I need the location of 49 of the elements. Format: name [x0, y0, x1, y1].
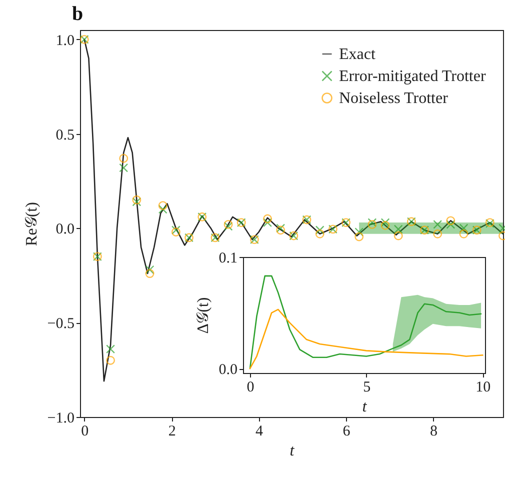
point	[354, 228, 364, 236]
x-tick-label: 2	[168, 424, 176, 440]
point	[459, 224, 468, 233]
point	[380, 218, 390, 228]
legend-label: Error-mitigated Trotter	[339, 68, 486, 85]
point	[446, 216, 456, 226]
point	[145, 265, 154, 274]
y-axis-title: Re𝒢(t)	[23, 202, 40, 246]
legend-label: Exact	[339, 46, 376, 63]
y-tick-label: 1.0	[56, 32, 74, 49]
y-axis-title: Δ𝒢(t)	[194, 297, 212, 334]
y-tick-label: −0.5	[47, 316, 74, 332]
x-tick-label: 10	[476, 380, 491, 396]
point	[158, 201, 168, 210]
point	[158, 204, 168, 214]
x-axis-title: t	[290, 442, 295, 460]
point	[263, 218, 272, 228]
point	[106, 344, 115, 354]
y-tick-label: 0.0	[56, 222, 74, 238]
text: b	[72, 3, 84, 25]
y-tick-label: 0.5	[56, 127, 74, 144]
x-tick-label: 8	[430, 424, 438, 440]
y-tick-label: 0.0	[218, 362, 238, 378]
line-series	[249, 308, 484, 370]
x-tick-label: 0	[246, 380, 254, 396]
x-tick-label: 0	[81, 424, 89, 440]
point	[459, 229, 468, 238]
y-tick-label: −1.0	[47, 410, 74, 426]
point	[394, 231, 403, 240]
point	[315, 229, 324, 238]
point	[145, 269, 154, 278]
y-tick-label: 0.1	[218, 250, 238, 266]
line-series	[249, 275, 482, 370]
point	[106, 356, 115, 365]
point	[394, 224, 403, 234]
x-axis-title: t	[362, 398, 368, 416]
point	[433, 220, 442, 229]
point	[380, 220, 390, 230]
x-tick-label: 5	[363, 380, 371, 396]
point	[263, 214, 272, 224]
point	[446, 220, 456, 229]
legend-label: Noiseless Trotter	[339, 90, 449, 107]
point	[119, 163, 128, 172]
point	[354, 232, 364, 242]
point	[433, 229, 442, 238]
x-tick-label: 4	[256, 424, 264, 440]
point	[119, 154, 128, 163]
x-tick-label: 6	[342, 424, 351, 440]
point	[315, 226, 324, 235]
